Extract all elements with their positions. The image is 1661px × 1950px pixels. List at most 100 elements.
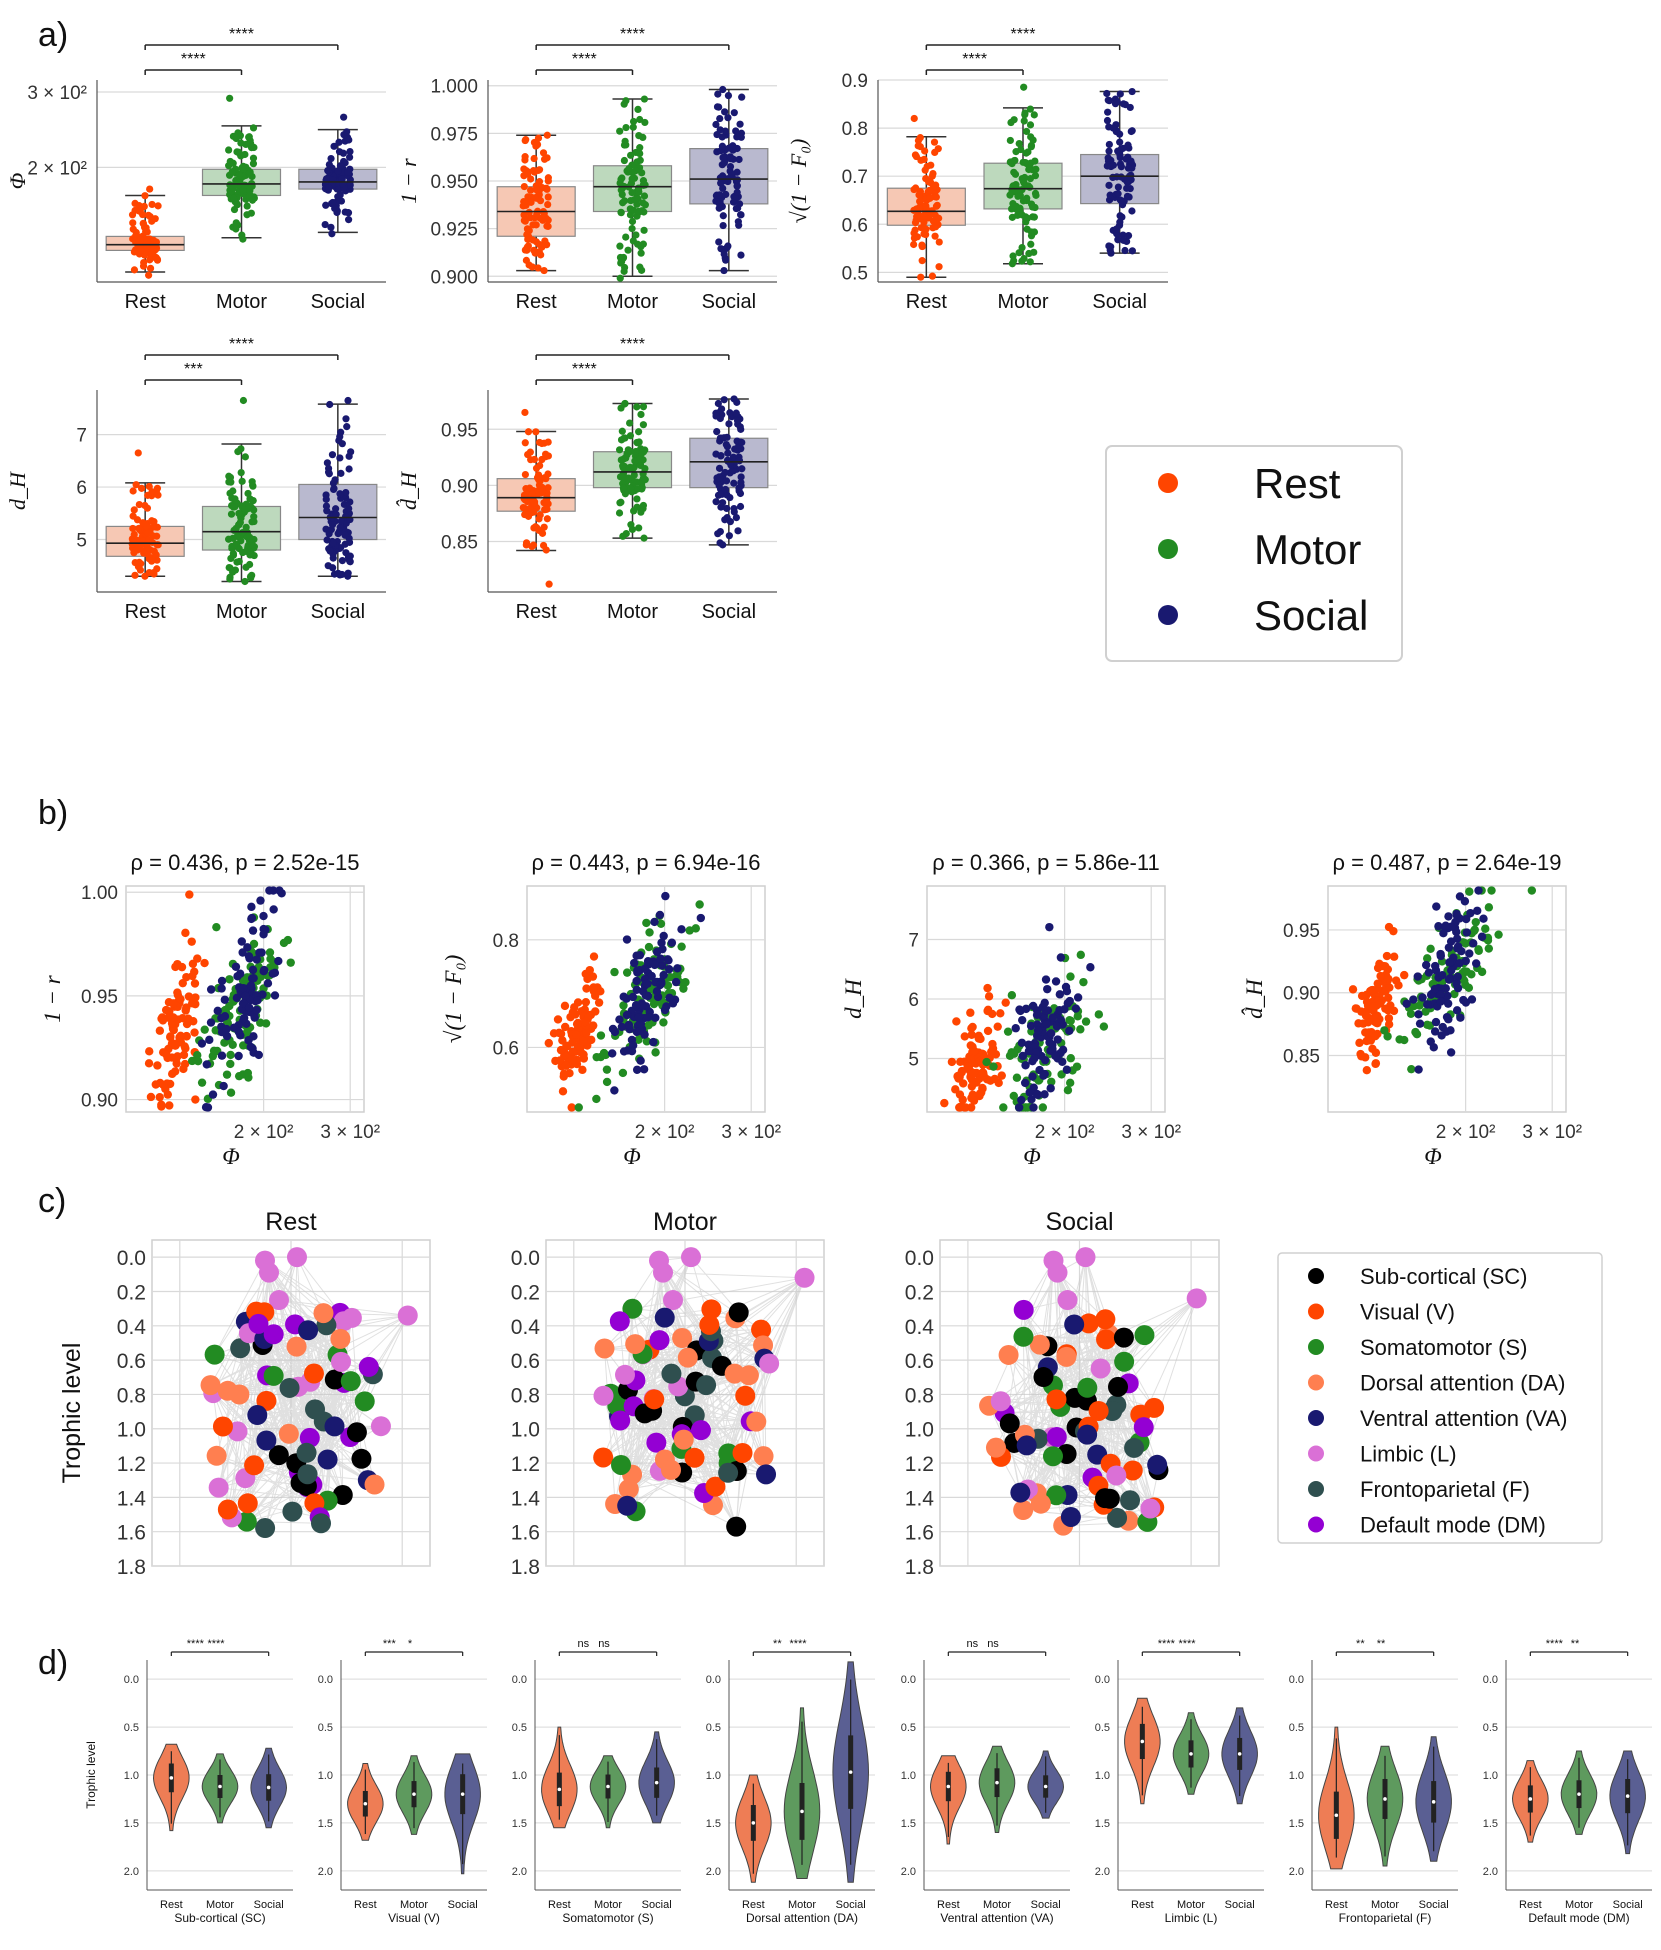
scatter-point-social bbox=[673, 964, 682, 973]
data-point bbox=[736, 423, 744, 431]
data-point bbox=[544, 438, 552, 446]
x-tick-label-rest: Rest bbox=[906, 291, 948, 313]
data-point bbox=[1009, 252, 1017, 260]
scatter-point-social bbox=[254, 1050, 263, 1060]
scatter-point-social bbox=[222, 1024, 231, 1034]
data-point bbox=[129, 225, 137, 233]
network-node bbox=[990, 1391, 1011, 1412]
network-node bbox=[726, 1516, 747, 1537]
data-point bbox=[338, 556, 346, 565]
data-point bbox=[337, 469, 345, 477]
data-point bbox=[724, 92, 733, 100]
scatter-point-social bbox=[1086, 963, 1095, 972]
data-point bbox=[617, 498, 625, 506]
scatter-point-social bbox=[632, 976, 641, 986]
scatter-point-rest bbox=[1355, 1038, 1364, 1048]
scatter-point-rest bbox=[178, 978, 187, 988]
data-point bbox=[729, 467, 737, 475]
data-point bbox=[229, 487, 237, 495]
violin-median bbox=[751, 1821, 756, 1825]
scatter-point-social bbox=[649, 1037, 658, 1047]
data-point bbox=[737, 473, 745, 481]
scatter-point-rest bbox=[952, 1017, 961, 1026]
scatter-point-social bbox=[233, 972, 242, 981]
data-point bbox=[627, 521, 635, 529]
data-point bbox=[615, 509, 624, 517]
data-point bbox=[1015, 249, 1023, 257]
scatter-point-rest bbox=[983, 1006, 992, 1016]
significance-label: ns bbox=[598, 1638, 610, 1650]
y-tick-label: 2.0 bbox=[512, 1866, 527, 1878]
scatter-point-social bbox=[661, 891, 670, 901]
network-node bbox=[244, 1455, 265, 1476]
scatter-point-social bbox=[640, 964, 649, 974]
data-point bbox=[150, 568, 158, 577]
violin-median bbox=[606, 1784, 610, 1789]
violin-social bbox=[638, 1731, 675, 1824]
scatter-point-social bbox=[205, 1035, 214, 1045]
network-node bbox=[1047, 1262, 1068, 1283]
scatter-point-social bbox=[647, 971, 656, 981]
network-node bbox=[1057, 1290, 1078, 1311]
y-tick-label: 7 bbox=[908, 931, 919, 952]
group-label: Ventral attention (VA) bbox=[940, 1911, 1053, 1925]
x-tick-label: Motor bbox=[983, 1899, 1011, 1911]
scatter-point-rest bbox=[1367, 986, 1377, 995]
data-point bbox=[1027, 232, 1036, 240]
data-point bbox=[531, 523, 540, 531]
scatter-point-rest bbox=[990, 1074, 999, 1084]
network-node bbox=[753, 1446, 774, 1467]
data-point bbox=[617, 208, 625, 216]
scatter-point-social bbox=[635, 1026, 645, 1036]
legend-label: Limbic (L) bbox=[1360, 1442, 1457, 1467]
scatter-point-rest bbox=[996, 1009, 1005, 1018]
scatter-point-social bbox=[1071, 1004, 1081, 1013]
y-tick-label: 0.0 bbox=[1289, 1674, 1304, 1686]
network-node bbox=[1106, 1465, 1127, 1486]
data-point bbox=[639, 199, 647, 207]
scatter-point-rest bbox=[975, 1089, 985, 1098]
scatter-point-rest bbox=[947, 1057, 957, 1067]
data-point bbox=[931, 232, 939, 240]
y-tick-label: 1.2 bbox=[511, 1453, 540, 1476]
scatter-point-social bbox=[1472, 959, 1481, 968]
scatter-point-social bbox=[231, 962, 241, 971]
scatter-point-rest bbox=[1368, 1044, 1377, 1054]
data-point bbox=[530, 455, 539, 464]
data-point bbox=[717, 452, 725, 460]
scatter-point-social bbox=[249, 973, 258, 983]
data-point bbox=[1128, 87, 1136, 96]
data-point bbox=[721, 516, 729, 524]
violin-median bbox=[1334, 1813, 1339, 1818]
data-point bbox=[719, 499, 727, 507]
network-node bbox=[263, 1365, 284, 1386]
data-point bbox=[530, 168, 539, 176]
violin-median bbox=[266, 1785, 271, 1790]
data-point bbox=[1114, 183, 1122, 191]
scatter-point-social bbox=[638, 1001, 647, 1010]
y-axis-label: Φ bbox=[5, 172, 30, 189]
data-point bbox=[724, 242, 732, 250]
network-node bbox=[684, 1447, 705, 1468]
scatter-point-social bbox=[667, 938, 677, 947]
scatter-point-social bbox=[1442, 1027, 1451, 1036]
scatter-point-rest bbox=[960, 1032, 969, 1041]
scatter-point-motor bbox=[265, 948, 275, 957]
data-point bbox=[232, 524, 240, 532]
data-point bbox=[910, 114, 918, 123]
data-point bbox=[544, 174, 552, 182]
scatter-point-social bbox=[1431, 1017, 1441, 1027]
scatter-point-social bbox=[1065, 996, 1074, 1006]
data-point bbox=[723, 491, 731, 499]
y-tick-label: 2.0 bbox=[124, 1866, 139, 1878]
x-tick-label: Motor bbox=[594, 1899, 622, 1911]
scatter-point-rest bbox=[960, 1103, 969, 1112]
data-point bbox=[619, 462, 627, 470]
data-point bbox=[323, 175, 331, 183]
data-point bbox=[232, 176, 240, 185]
data-point bbox=[344, 168, 352, 177]
x-tick-label-rest: Rest bbox=[516, 601, 558, 623]
y-tick-label: 3 × 10² bbox=[27, 83, 87, 104]
x-tick-label-motor: Motor bbox=[997, 291, 1048, 313]
y-tick-label: 1.0 bbox=[318, 1770, 333, 1782]
